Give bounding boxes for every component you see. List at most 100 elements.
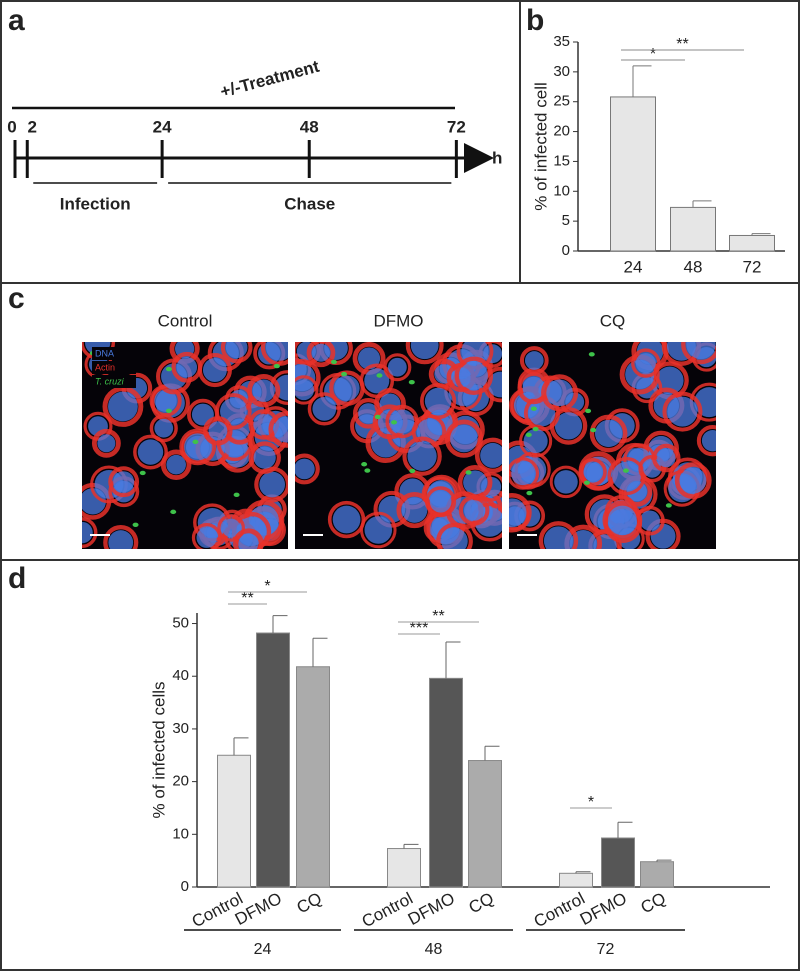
channel-label: T. cruzi: [95, 376, 125, 386]
cell-actin: [160, 449, 192, 480]
cell-actin: [425, 486, 457, 518]
cell-actin: [631, 348, 661, 378]
cell-nucleus: [612, 461, 641, 491]
parasite: [530, 406, 537, 411]
cell-nucleus: [667, 396, 698, 427]
cell-nucleus: [364, 516, 393, 544]
cell-actin: [519, 424, 553, 458]
cell-actin: [474, 437, 502, 474]
micrograph-title: DFMO: [373, 311, 423, 330]
error-bar: [575, 871, 591, 874]
cell-nucleus: [543, 526, 573, 549]
error-bar: [272, 615, 288, 634]
error-bar: [445, 641, 461, 679]
cell-nucleus: [220, 397, 247, 425]
cell-actin: [509, 493, 532, 533]
cell-actin: [215, 393, 252, 430]
significance-label: **: [676, 36, 688, 53]
panel-label: c: [8, 282, 25, 315]
x-tick-label: 24: [624, 257, 643, 276]
cell-nucleus: [680, 467, 707, 494]
cell-nucleus: [196, 527, 217, 548]
legend-bg: [92, 347, 136, 360]
parasite: [170, 509, 177, 515]
y-axis-label: % of infected cell: [531, 82, 550, 211]
cell-nucleus: [166, 454, 186, 475]
y-tick-label: 40: [172, 667, 189, 684]
cell-nucleus: [221, 518, 241, 538]
significance-label: *: [650, 46, 656, 63]
parasite: [408, 379, 415, 385]
cell-actin: [509, 457, 540, 490]
parasite: [192, 439, 199, 445]
parasite: [665, 503, 672, 508]
time-tick-label: 2: [28, 117, 37, 136]
cell-actin: [149, 414, 178, 443]
parasite: [590, 427, 597, 433]
cell-nucleus: [410, 342, 439, 360]
cell-actin: [83, 411, 113, 441]
parasite: [330, 359, 337, 365]
time-tick-label: 72: [447, 117, 466, 136]
cell-actin: [383, 353, 412, 382]
parasite: [409, 468, 416, 474]
cell-nucleus: [554, 470, 578, 494]
bar: [468, 760, 502, 888]
significance-label: ***: [410, 620, 429, 637]
parasite: [165, 408, 172, 414]
error-bar: [233, 737, 249, 756]
cell-nucleus: [607, 505, 637, 535]
cell-nucleus: [655, 366, 684, 395]
cell-nucleus: [546, 379, 573, 407]
panel-label: a: [8, 4, 25, 37]
y-tick-label: 35: [553, 33, 570, 50]
cell-actin: [171, 351, 203, 383]
cell-actin: [306, 342, 336, 368]
bar: [729, 234, 775, 252]
cell-nucleus: [583, 462, 603, 482]
error-bar: [312, 637, 328, 667]
y-tick-label: 10: [172, 825, 189, 842]
bar: [559, 872, 593, 888]
cell-nucleus: [311, 343, 330, 362]
cell-actin: [295, 453, 320, 485]
cell-actin: [454, 356, 494, 395]
parasite: [273, 363, 280, 369]
cell-nucleus: [686, 342, 716, 360]
cell-actin: [696, 424, 716, 457]
cell-nucleus: [273, 416, 288, 443]
parasite: [341, 371, 348, 377]
cell-actin: [541, 374, 579, 412]
parasite: [139, 470, 146, 476]
y-tick-label: 5: [562, 212, 570, 229]
x-tick-label: 48: [425, 941, 443, 958]
cell-nucleus: [450, 424, 478, 453]
cell-actin: [549, 465, 583, 499]
x-tick-label: 72: [743, 257, 762, 276]
error-bar: [632, 65, 652, 97]
cell-nucleus: [407, 441, 437, 471]
cell-nucleus: [429, 490, 452, 513]
cell-nucleus: [312, 396, 337, 421]
bar: [217, 754, 251, 888]
cell-actin: [329, 370, 365, 407]
channel-label: Actin: [95, 362, 115, 372]
cell-actin: [295, 375, 319, 405]
cell-actin: [91, 428, 121, 458]
parasite: [532, 426, 539, 432]
cell-nucleus: [463, 470, 488, 495]
error-bar: [617, 821, 633, 838]
y-tick-label: 0: [562, 242, 570, 259]
parasite: [465, 470, 472, 475]
y-tick-label: 0: [181, 878, 189, 895]
cell-nucleus: [424, 387, 452, 415]
y-tick-label: 30: [172, 720, 189, 737]
cell-nucleus: [154, 418, 174, 438]
panel-label: b: [526, 4, 544, 37]
error-bar: [692, 200, 712, 208]
cell-nucleus: [639, 510, 661, 531]
cell-actin: [602, 500, 643, 541]
phase-label: Chase: [284, 194, 335, 213]
